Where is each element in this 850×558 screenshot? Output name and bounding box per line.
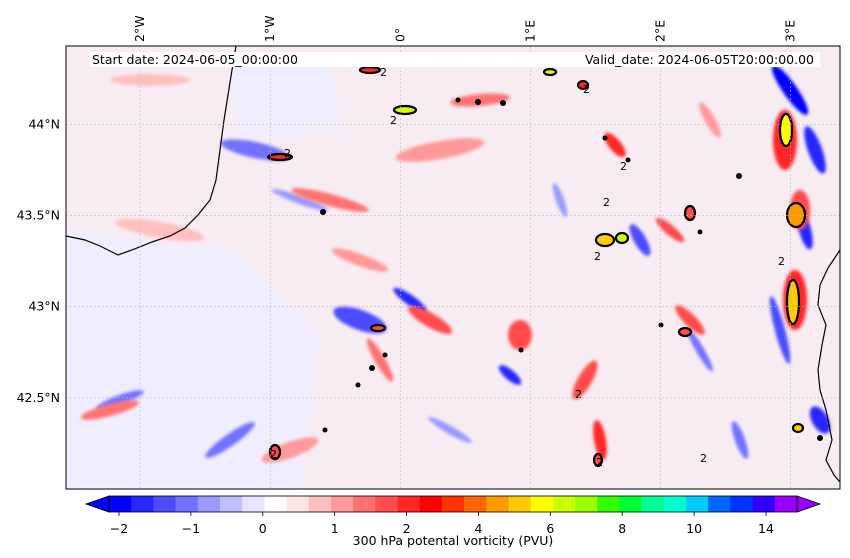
- colorbar-segment: [508, 496, 531, 512]
- longitude-label: 2°W: [132, 15, 147, 42]
- longitude-label: 2°E: [652, 20, 667, 42]
- longitude-label: 3°E: [783, 20, 798, 42]
- gridlines: [66, 46, 840, 489]
- colorbar-segment: [175, 496, 199, 512]
- svg-text:2: 2: [270, 448, 277, 461]
- colorbar-ticks: −2 −1 0 1 2 4 6 8 10 14: [110, 512, 774, 536]
- colorbar-segment: [530, 496, 554, 512]
- latitude-label: 43°N: [28, 299, 60, 314]
- colorbar-segment: [308, 496, 332, 512]
- colorbar-segment: [242, 496, 265, 512]
- svg-text:2: 2: [380, 66, 387, 79]
- colorbar-segment: [730, 496, 753, 512]
- colorbar-segment: [153, 496, 176, 512]
- colorbar-segment: [708, 496, 731, 512]
- latitude-label: 43.5°N: [17, 208, 60, 223]
- svg-text:2: 2: [583, 83, 590, 96]
- pv-field: 2 2 2 2 2 2 2 2 2 2 2 2: [66, 46, 840, 489]
- latitude-label: 42.5°N: [17, 390, 60, 405]
- svg-text:2: 2: [284, 147, 291, 160]
- svg-text:2: 2: [575, 388, 582, 401]
- colorbar-segment: [109, 496, 132, 512]
- colorbar-tick-label: 10: [686, 521, 702, 536]
- colorbar-segment: [686, 496, 709, 512]
- colorbar-segment: [486, 496, 509, 512]
- longitude-label: 0°: [392, 28, 407, 42]
- coastline-mediterranean: [817, 249, 840, 483]
- svg-text:2: 2: [700, 452, 707, 465]
- colorbar-segment: [552, 496, 576, 512]
- colorbar-extend-high: [796, 495, 822, 513]
- latitude-label: 44°N: [28, 116, 60, 131]
- colorbar-segment: [353, 496, 376, 512]
- colorbar-tick-label: 14: [758, 521, 774, 536]
- colorbar-segment: [597, 496, 620, 512]
- colorbar-segment: [419, 496, 443, 512]
- pale-blue-zone: [66, 230, 320, 489]
- colorbar-segment: [375, 496, 398, 512]
- plot-frame: [65, 45, 841, 490]
- colorbar-segment: [131, 496, 154, 512]
- longitude-label: 1°W: [262, 15, 277, 42]
- date-banner: [90, 52, 820, 67]
- svg-text:2: 2: [778, 255, 785, 268]
- colorbar-segment: [663, 496, 687, 512]
- colorbar: [84, 495, 822, 513]
- colorbar-frame: [108, 495, 798, 513]
- colorbar-segment: [264, 496, 287, 512]
- colorbar-tick-label: 0: [259, 521, 267, 536]
- colorbar-segment: [641, 496, 665, 512]
- colorbar-segment: [197, 496, 221, 512]
- colorbar-segment: [752, 496, 776, 512]
- colorbar-tick-label: 6: [546, 521, 554, 536]
- colorbar-title: 300 hPa potental vorticity (PVU): [353, 533, 554, 548]
- coastline-atlantic: [66, 46, 237, 256]
- colorbar-tick-label: −2: [110, 521, 128, 536]
- colorbar-tick-label: 4: [474, 521, 482, 536]
- colorbar-tick-label: 8: [618, 521, 626, 536]
- longitude-label: 1°E: [522, 20, 537, 42]
- colorbar-tick-label: 1: [331, 521, 339, 536]
- colorbar-segment: [441, 496, 465, 512]
- latitude-labels: 44°N 43.5°N 43°N 42.5°N: [17, 116, 60, 404]
- colorbar-tick-label: 2: [403, 521, 411, 536]
- longitude-labels: 2°W 1°W 0° 1°E 2°E 3°E: [132, 15, 797, 42]
- colorbar-segment: [397, 496, 421, 512]
- pale-blue-zone: [230, 60, 340, 140]
- valid-date-label: Valid_date: 2024-06-05T20:00:00.00: [585, 52, 814, 67]
- colorbar-tick-label: −1: [182, 521, 200, 536]
- contour-labels: 2 2 2 2 2 2 2 2 2 2 2 2: [270, 66, 785, 469]
- svg-text:2: 2: [596, 456, 603, 469]
- pv-dots: [320, 97, 823, 441]
- start-date-label: Start date: 2024-06-05_00:00:00: [92, 52, 298, 67]
- svg-text:2: 2: [603, 196, 610, 209]
- negative-pv-streaks: [96, 65, 831, 459]
- colorbar-extend-low: [84, 495, 110, 513]
- colorbar-segment: [575, 496, 598, 512]
- colorbar-segment: [330, 496, 354, 512]
- colorbar-segment: [219, 496, 243, 512]
- svg-text:2: 2: [390, 114, 397, 127]
- svg-text:2: 2: [620, 160, 627, 173]
- colorbar-segment: [464, 496, 487, 512]
- colorbar-segment: [619, 496, 642, 512]
- svg-text:2: 2: [594, 250, 601, 263]
- colorbar-segment: [286, 496, 310, 512]
- high-pv-cores: [266, 65, 807, 468]
- colorbar-segment: [774, 496, 798, 512]
